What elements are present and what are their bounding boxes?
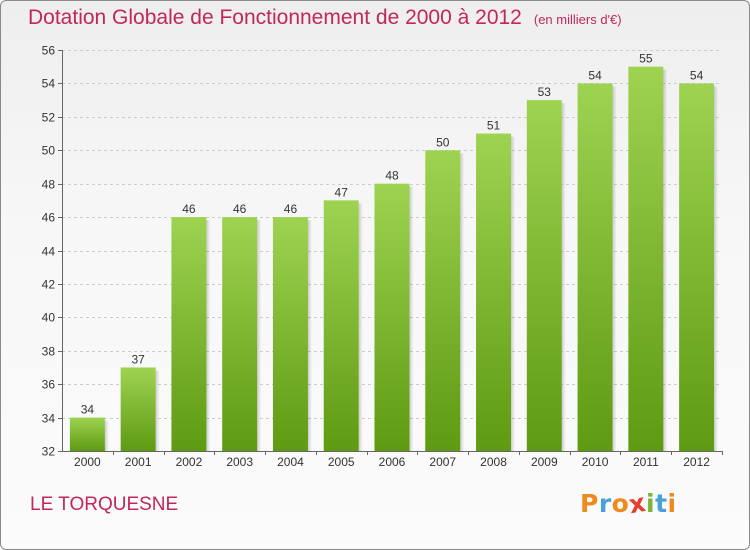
data-label-2000: 34 [81, 403, 95, 417]
y-tick-label: 32 [42, 445, 56, 459]
x-tick-label-2006: 2006 [379, 455, 406, 469]
x-tick-label-2010: 2010 [582, 455, 609, 469]
x-tick-label-2008: 2008 [480, 455, 507, 469]
y-tick-label: 42 [42, 278, 56, 292]
y-tick-label: 36 [42, 378, 56, 392]
logo-letter: i [667, 489, 677, 518]
bar-shadow [104, 420, 109, 451]
bar-2011 [628, 66, 664, 451]
chart-title: Dotation Globale de Fonctionnement de 20… [28, 6, 622, 30]
bar-2001 [120, 367, 156, 451]
bar-shadow [206, 220, 211, 451]
bar-shadow [460, 153, 465, 451]
bar-2009 [526, 100, 562, 451]
logo-letter: i [646, 489, 656, 518]
y-tick-label: 44 [42, 245, 56, 259]
data-label-2010: 54 [588, 68, 602, 82]
bar-shadow [155, 370, 160, 451]
data-label-2009: 53 [538, 85, 552, 99]
data-label-2011: 55 [639, 52, 653, 66]
data-label-2007: 50 [436, 135, 450, 149]
y-tick-label: 46 [42, 211, 56, 225]
data-label-2001: 37 [131, 352, 145, 366]
x-tick-label-2011: 2011 [633, 455, 659, 469]
logo-letter: t [655, 489, 668, 518]
bar-2000 [69, 417, 105, 451]
bar-2003 [222, 217, 258, 451]
x-tick-label-2009: 2009 [531, 455, 558, 469]
data-label-2005: 47 [335, 185, 349, 199]
data-labels: 34 37 46 46 46 47 48 50 51 53 54 55 54 [81, 52, 704, 417]
data-label-2006: 48 [385, 169, 399, 183]
logo-letter: r [598, 489, 612, 518]
bar-2007 [425, 150, 461, 451]
bar-shadow [409, 186, 414, 451]
bar-shadow [358, 203, 363, 451]
bar-2006 [374, 183, 410, 451]
bar-2004 [272, 217, 308, 451]
bar-shadow [257, 220, 262, 451]
y-tick-label: 34 [42, 412, 56, 426]
bar-2008 [476, 133, 512, 451]
y-tick-label: 48 [42, 178, 56, 192]
bars [69, 66, 719, 452]
bar-shadow [307, 220, 312, 451]
x-tick-label-2005: 2005 [328, 455, 355, 469]
data-label-2002: 46 [182, 202, 196, 216]
x-tick-label-2012: 2012 [683, 455, 710, 469]
y-tick-label: 54 [42, 77, 56, 91]
bar-2005 [323, 200, 359, 451]
bar-2002 [171, 217, 207, 451]
logo-letter: o [611, 489, 630, 518]
x-tick-label-2004: 2004 [277, 455, 304, 469]
x-tick-label-2007: 2007 [429, 455, 456, 469]
x-tick-label-2000: 2000 [74, 455, 101, 469]
x-tick-label-2003: 2003 [226, 455, 253, 469]
bar-shadow [663, 69, 668, 451]
axes: 32 34 36 38 40 42 44 46 48 50 52 54 56 2000 2001 2002 20… [42, 44, 723, 469]
bar-shadow [561, 103, 566, 451]
bar-2010 [577, 83, 613, 452]
bar-shadow [511, 136, 516, 451]
bar-shadow [612, 86, 617, 452]
y-tick-label: 38 [42, 345, 56, 359]
x-tick-label-2001: 2001 [125, 455, 152, 469]
data-label-2004: 46 [284, 202, 298, 216]
proxiti-logo: Proxiti [580, 488, 677, 519]
unit-note: (en milliers d'€) [533, 12, 622, 27]
title-text: Dotation Globale de Fonctionnement de 20… [28, 6, 522, 29]
bar-shadow [714, 86, 719, 452]
data-label-2003: 46 [233, 202, 247, 216]
bar-2012 [679, 83, 715, 452]
data-label-2012: 54 [690, 68, 704, 82]
data-label-2008: 51 [487, 119, 501, 133]
y-tick-label: 50 [42, 144, 56, 158]
y-tick-label: 52 [42, 111, 56, 125]
x-tick-label-2002: 2002 [176, 455, 203, 469]
logo-letter: P [580, 489, 599, 518]
y-tick-label: 40 [42, 311, 56, 325]
y-tick-label: 56 [42, 44, 56, 58]
place-name: LE TORQUESNE [30, 494, 179, 515]
